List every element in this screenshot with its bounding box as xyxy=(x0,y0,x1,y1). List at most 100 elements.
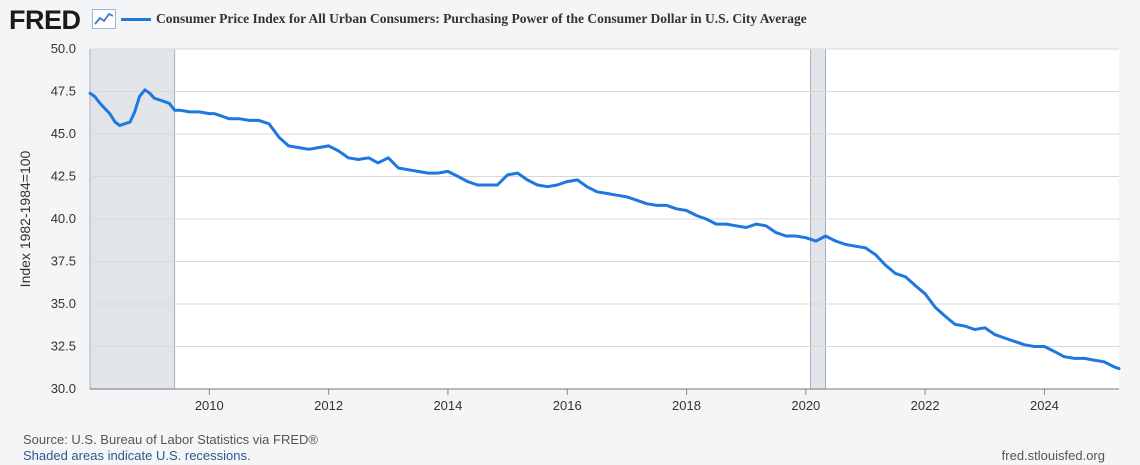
data-point xyxy=(745,226,748,229)
data-point xyxy=(734,224,738,227)
x-tick-label: 2018 xyxy=(672,398,701,413)
data-point xyxy=(103,107,107,110)
data-point xyxy=(506,173,509,176)
data-point xyxy=(784,234,788,238)
y-axis-label: Index 1982-1984=100 xyxy=(17,150,33,287)
data-point xyxy=(675,207,678,210)
line-chart: 30.0 32.5 35.0 37.5 40.0 42.5 45.0 47.5 50.0 2010… xyxy=(17,41,1121,413)
data-point xyxy=(576,178,579,182)
data-point xyxy=(725,222,728,226)
data-point xyxy=(1053,350,1056,353)
data-point xyxy=(427,171,430,175)
data-point xyxy=(913,284,917,287)
data-point xyxy=(595,190,599,193)
data-point xyxy=(1073,357,1076,360)
chart-title: Consumer Price Index for All Urban Consu… xyxy=(156,11,807,26)
fred-logo[interactable]: FRED xyxy=(9,5,81,35)
data-point xyxy=(645,202,648,205)
x-tick-label: 2012 xyxy=(314,398,343,413)
data-point xyxy=(297,146,300,149)
data-point xyxy=(88,92,92,95)
data-point xyxy=(148,92,151,95)
x-tick-label: 2016 xyxy=(553,398,582,413)
data-point xyxy=(223,115,226,119)
data-point xyxy=(337,149,340,153)
data-point xyxy=(864,246,867,250)
data-point xyxy=(655,204,658,207)
data-point xyxy=(158,98,161,102)
data-point xyxy=(546,185,549,188)
x-tick-label: 2014 xyxy=(433,398,462,413)
data-point xyxy=(665,204,668,207)
legend-line-swatch xyxy=(121,18,151,21)
recession-note[interactable]: Shaded areas indicate U.S. recessions. xyxy=(23,448,251,463)
series-line-0 xyxy=(88,88,1121,371)
data-point xyxy=(993,333,997,336)
x-tick-label: 2022 xyxy=(911,398,940,413)
data-point xyxy=(237,117,241,120)
data-point xyxy=(113,120,117,124)
data-point xyxy=(625,195,629,199)
data-point xyxy=(555,183,559,187)
data-point xyxy=(208,112,211,115)
data-point xyxy=(804,236,807,239)
data-point xyxy=(307,148,311,151)
data-point xyxy=(287,144,290,148)
data-point xyxy=(446,170,450,173)
data-point xyxy=(983,326,986,329)
data-point xyxy=(755,222,758,226)
footer-source: Source: U.S. Bureau of Labor Statistics … xyxy=(23,432,318,464)
chart-header: FRED Consumer Price Index for All Urban … xyxy=(0,0,1140,38)
y-tick-label: 42.5 xyxy=(51,169,76,184)
data-point xyxy=(188,110,191,114)
data-point xyxy=(173,109,176,112)
x-tick-label: 2020 xyxy=(791,398,820,413)
data-point xyxy=(456,175,460,178)
data-point xyxy=(615,194,618,197)
data-point xyxy=(163,100,166,103)
data-point xyxy=(397,166,400,170)
data-point xyxy=(606,192,609,195)
data-point xyxy=(1062,355,1066,358)
data-point xyxy=(814,239,818,243)
data-point xyxy=(923,292,927,295)
data-point xyxy=(486,183,490,187)
data-point xyxy=(327,144,330,148)
data-point xyxy=(516,171,519,175)
data-point xyxy=(1033,345,1036,348)
x-tick-label: 2024 xyxy=(1030,398,1059,413)
data-point xyxy=(257,119,260,122)
y-tick-label: 30.0 xyxy=(51,381,76,396)
data-point xyxy=(1092,358,1096,362)
data-point xyxy=(973,328,976,331)
data-point xyxy=(416,170,420,173)
data-point xyxy=(1013,340,1016,343)
data-point xyxy=(904,275,907,278)
data-point xyxy=(1043,345,1046,348)
data-point xyxy=(1102,360,1106,363)
data-point xyxy=(347,156,350,159)
data-point xyxy=(774,231,778,234)
data-point xyxy=(227,117,231,120)
data-point xyxy=(367,156,370,159)
data-point xyxy=(834,239,837,243)
data-point xyxy=(376,161,380,165)
line-graph-icon xyxy=(92,9,116,29)
site-url[interactable]: fred.stlouisfed.org xyxy=(1001,448,1105,463)
data-point xyxy=(317,146,320,149)
data-point xyxy=(1113,365,1116,369)
data-point xyxy=(844,243,847,246)
data-point xyxy=(123,122,126,126)
data-point xyxy=(357,158,360,161)
data-point xyxy=(178,109,181,112)
data-point xyxy=(943,314,946,318)
data-point xyxy=(963,324,967,328)
data-point xyxy=(128,120,132,124)
source-text: Source: U.S. Bureau of Labor Statistics … xyxy=(23,432,318,447)
data-point xyxy=(894,272,897,275)
data-point xyxy=(133,110,136,114)
data-point xyxy=(854,245,857,248)
data-point xyxy=(118,124,122,127)
data-point xyxy=(496,183,499,187)
data-point xyxy=(198,110,201,114)
